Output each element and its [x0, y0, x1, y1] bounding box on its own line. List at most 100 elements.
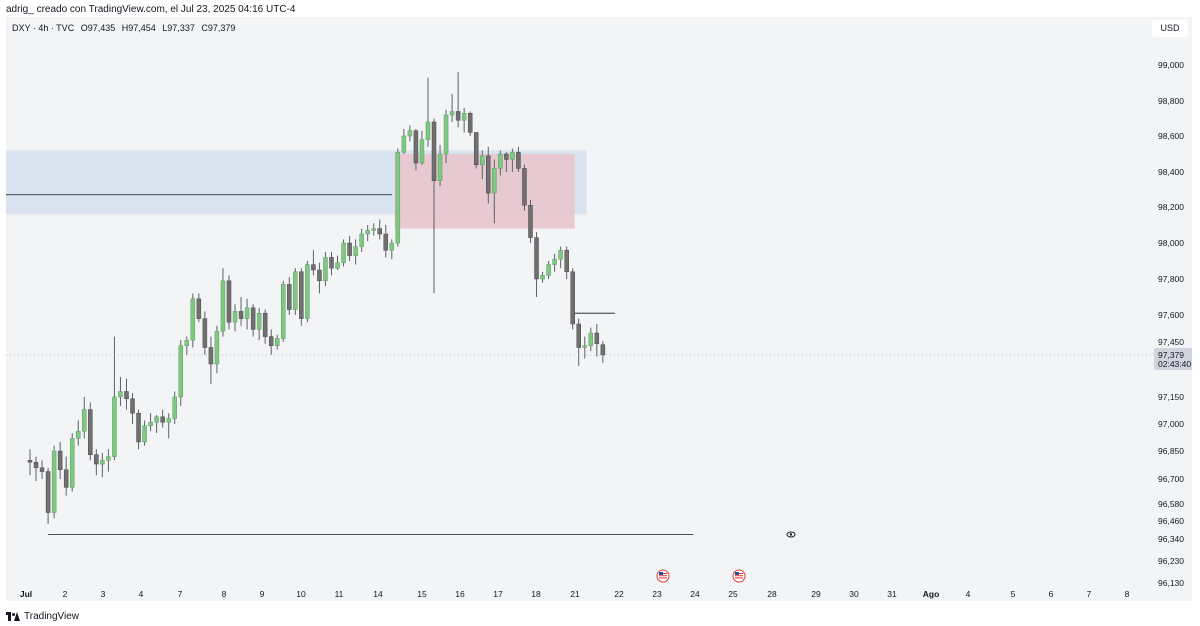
candle-body[interactable] — [425, 121, 431, 140]
candle-body[interactable] — [202, 318, 208, 348]
candle-body[interactable] — [100, 460, 105, 465]
candle-body[interactable] — [166, 418, 171, 423]
candle-body[interactable] — [558, 249, 563, 260]
candle-body[interactable] — [407, 130, 413, 137]
candle-body[interactable] — [588, 332, 594, 346]
us-flag-icon[interactable] — [656, 569, 670, 583]
candle-body[interactable] — [461, 113, 467, 121]
candle-body[interactable] — [492, 168, 497, 194]
candle-body[interactable] — [600, 344, 606, 356]
candle-body[interactable] — [268, 336, 274, 346]
candle-body[interactable] — [467, 113, 473, 133]
us-flag-icon[interactable] — [732, 569, 746, 583]
candle-body[interactable] — [160, 416, 165, 423]
candle-body[interactable] — [190, 298, 196, 341]
candle-body[interactable] — [359, 233, 364, 247]
candle-body[interactable] — [317, 269, 322, 282]
candle-body[interactable] — [528, 205, 533, 238]
candle-body[interactable] — [395, 151, 401, 244]
candle-body[interactable] — [516, 151, 521, 169]
candle-body[interactable] — [522, 168, 527, 206]
candle-body[interactable] — [293, 271, 298, 310]
candle-body[interactable] — [75, 430, 81, 439]
candle-body[interactable] — [118, 391, 123, 398]
candle-body[interactable] — [504, 153, 509, 160]
candle-body[interactable] — [51, 450, 57, 513]
candle-body[interactable] — [443, 114, 449, 155]
candle-body[interactable] — [371, 228, 376, 231]
candle-body[interactable] — [498, 153, 503, 169]
chart-svg[interactable]: 99,000 98,800 98,600 98,400 98,200 98,000 97,8… — [6, 17, 1192, 601]
candle-body[interactable] — [546, 264, 551, 276]
candle-body[interactable] — [582, 345, 588, 348]
candle-body[interactable] — [389, 242, 395, 251]
candle-body[interactable] — [184, 339, 190, 346]
candle-body[interactable] — [57, 450, 63, 470]
candle-body[interactable] — [437, 153, 443, 181]
candle-body[interactable] — [347, 242, 352, 256]
candle-body[interactable] — [299, 271, 304, 319]
candle-body[interactable] — [33, 461, 39, 469]
candle-body[interactable] — [136, 412, 141, 443]
candle-body[interactable] — [335, 262, 340, 269]
candle-body[interactable] — [486, 155, 491, 194]
candle-body[interactable] — [244, 307, 250, 319]
candle-body[interactable] — [377, 228, 382, 235]
candle-body[interactable] — [540, 275, 545, 280]
candle-body[interactable] — [250, 307, 256, 330]
candle-body[interactable] — [510, 151, 515, 160]
candle-body[interactable] — [172, 396, 177, 419]
candle-body[interactable] — [256, 312, 262, 330]
candle-body[interactable] — [401, 135, 407, 153]
candle-body[interactable] — [365, 230, 370, 235]
candle-body[interactable] — [274, 338, 280, 346]
candle-body[interactable] — [208, 347, 214, 365]
candle-body[interactable] — [69, 438, 75, 488]
candle-body[interactable] — [27, 460, 33, 463]
candle-body[interactable] — [226, 280, 232, 323]
candle-body[interactable] — [323, 257, 328, 282]
candle-body[interactable] — [353, 246, 358, 256]
candle-body[interactable] — [576, 323, 581, 348]
candle-body[interactable] — [154, 416, 159, 423]
candle-body[interactable] — [130, 398, 135, 414]
candle-body[interactable] — [262, 312, 268, 337]
candle-body[interactable] — [281, 284, 286, 339]
candle-body[interactable] — [178, 345, 183, 398]
chart-area[interactable]: 99,000 98,800 98,600 98,400 98,200 98,000 97,8… — [6, 17, 1192, 601]
candle-body[interactable] — [232, 311, 238, 323]
candle-body[interactable] — [455, 111, 461, 121]
candle-body[interactable] — [419, 139, 425, 164]
candle-body[interactable] — [124, 391, 129, 400]
candle-body[interactable] — [106, 456, 111, 461]
candle-body[interactable] — [329, 257, 334, 269]
candle-body[interactable] — [473, 132, 479, 166]
candle-body[interactable] — [383, 233, 389, 251]
candle-body[interactable] — [238, 311, 244, 319]
candle-body[interactable] — [214, 330, 220, 365]
candle-body[interactable] — [594, 332, 600, 345]
candle-body[interactable] — [413, 130, 419, 164]
candle-body[interactable] — [570, 271, 575, 325]
candle-body[interactable] — [148, 421, 153, 427]
candle-body[interactable] — [341, 242, 346, 264]
candle-body[interactable] — [564, 249, 569, 273]
candle-body[interactable] — [552, 258, 557, 265]
candle-body[interactable] — [39, 467, 45, 472]
candle-body[interactable] — [82, 409, 87, 432]
eye-icon[interactable] — [786, 531, 796, 538]
candle-body[interactable] — [305, 264, 310, 319]
symbol-legend[interactable]: DXY · 4h · TVC O97,435 H97,454 L97,337 C… — [12, 23, 239, 33]
currency-button[interactable]: USD — [1152, 20, 1188, 37]
candle-body[interactable] — [287, 284, 292, 310]
candle-body[interactable] — [94, 454, 99, 465]
candle-body[interactable] — [220, 280, 226, 332]
candle-body[interactable] — [142, 425, 147, 443]
candle-body[interactable] — [431, 121, 437, 181]
candle-body[interactable] — [88, 409, 93, 455]
candle-body[interactable] — [311, 264, 316, 271]
candle-body[interactable] — [534, 237, 539, 280]
candle-body[interactable] — [480, 155, 485, 166]
candle-body[interactable] — [112, 396, 117, 457]
candle-body[interactable] — [45, 471, 51, 513]
